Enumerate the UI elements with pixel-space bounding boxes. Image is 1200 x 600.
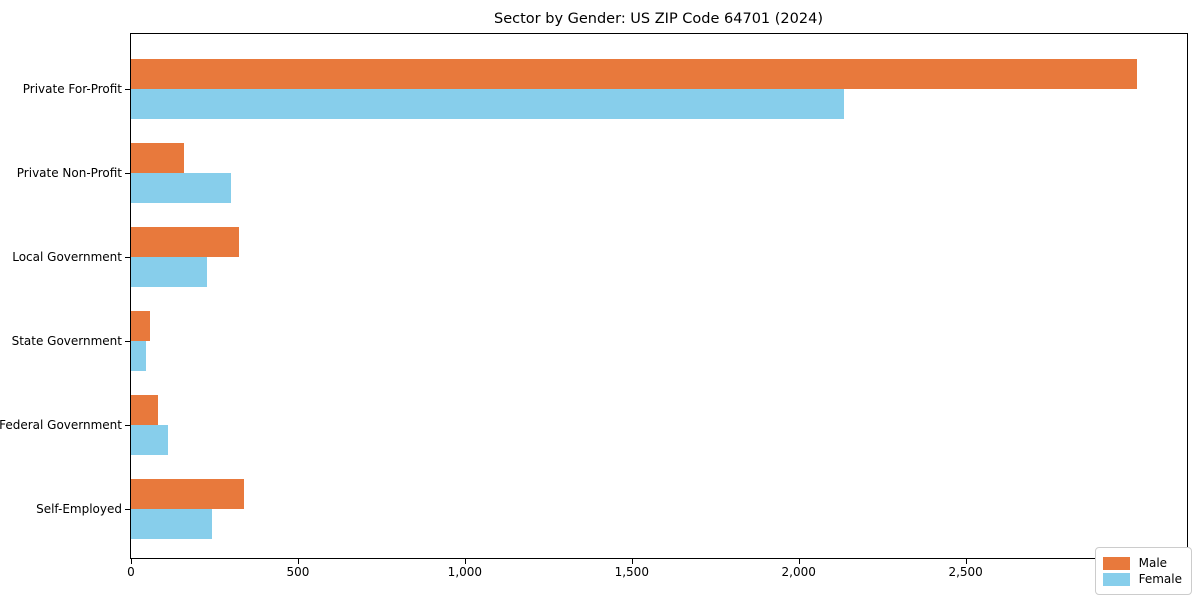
x-tick-mark [297, 559, 299, 564]
y-axis-label: Federal Government [0, 418, 122, 432]
plot-area: Private For-Profit Private Non-Profit Loca… [0, 33, 1188, 579]
legend-entry-female: Female [1102, 572, 1182, 586]
x-tick-mark [131, 559, 132, 564]
bar-female [131, 173, 232, 203]
y-tick-mark [125, 341, 130, 342]
bar-male [131, 479, 244, 509]
legend: Male Female [1094, 547, 1192, 595]
y-tick-mark [125, 257, 130, 258]
bar-male [131, 59, 1137, 89]
bar-female [131, 89, 845, 119]
y-axis-label: Local Government [12, 250, 122, 264]
y-axis-label: Private For-Profit [22, 82, 122, 96]
x-tick-label: 0 [127, 565, 135, 579]
x-tick-mark [965, 559, 967, 564]
x-tick-label: 500 [286, 565, 310, 579]
bar-male [131, 311, 151, 341]
x-tick-label: 2,000 [781, 565, 816, 579]
y-axis-label: Self-Employed [36, 502, 122, 516]
x-tick-label: 1,500 [614, 565, 649, 579]
x-tick-mark [631, 559, 633, 564]
legend-label-female: Female [1138, 572, 1182, 586]
legend-swatch-female [1102, 572, 1130, 586]
x-tick-label: 1,000 [447, 565, 483, 579]
legend-label-male: Male [1138, 556, 1168, 570]
x-tick-mark [464, 559, 466, 564]
y-tick-mark [125, 509, 130, 510]
y-tick-mark [125, 173, 130, 174]
chart-title: Sector by Gender: US ZIP Code 64701 (202… [494, 11, 823, 27]
bar-male [131, 143, 184, 173]
bar-male [131, 227, 239, 257]
y-axis-label: Private Non-Profit [16, 166, 122, 180]
y-tick-mark [125, 425, 130, 426]
y-tick-mark [125, 89, 130, 90]
y-axis-label: State Government [11, 334, 122, 348]
legend-entry-male: Male [1102, 556, 1182, 570]
bar-male [131, 395, 158, 425]
x-tick-mark [798, 559, 800, 564]
x-tick-label: 2,500 [948, 565, 983, 579]
bar-female [131, 425, 169, 455]
bar-female [131, 341, 147, 371]
bar-female [131, 257, 208, 287]
legend-swatch-male [1102, 556, 1130, 570]
bar-female [131, 509, 213, 539]
